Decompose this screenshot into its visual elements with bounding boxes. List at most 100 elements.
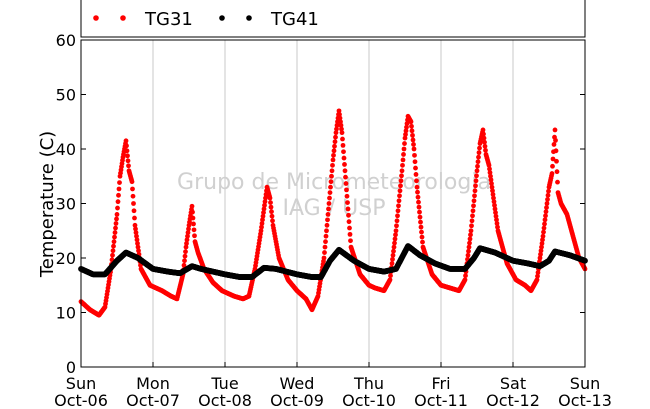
data-point — [338, 122, 344, 128]
data-point — [181, 262, 187, 268]
data-point — [387, 277, 393, 283]
data-point — [418, 224, 424, 230]
data-point — [537, 255, 543, 261]
data-point — [402, 141, 407, 146]
data-point — [344, 187, 349, 193]
data-point — [541, 229, 546, 235]
data-point — [259, 221, 265, 226]
data-point — [133, 230, 139, 235]
data-point — [327, 190, 333, 196]
data-point — [535, 273, 540, 279]
data-point — [322, 250, 327, 255]
data-point — [552, 127, 558, 133]
x-tick-label-date: Oct-07 — [126, 391, 180, 409]
data-point — [117, 180, 122, 186]
data-point — [473, 183, 478, 189]
data-point — [492, 206, 498, 212]
data-point — [126, 163, 131, 169]
data-point — [474, 173, 479, 179]
data-point — [414, 178, 419, 184]
legend-marker-tg41 — [246, 15, 252, 21]
data-point — [466, 244, 472, 250]
data-point — [416, 199, 421, 205]
data-point — [114, 216, 119, 222]
data-point — [337, 115, 343, 121]
legend-marker-tg41 — [219, 15, 225, 21]
data-point — [418, 219, 423, 225]
data-point — [325, 217, 330, 223]
data-point — [411, 146, 417, 152]
data-point — [491, 195, 496, 201]
data-point — [124, 148, 130, 154]
data-point — [543, 209, 549, 215]
x-tick-label-date: Oct-13 — [558, 391, 612, 409]
data-point — [261, 206, 267, 212]
data-point — [391, 244, 397, 250]
data-point — [471, 203, 476, 209]
data-point — [262, 199, 268, 205]
data-point — [415, 189, 420, 195]
x-tick-label-date: Oct-11 — [414, 391, 468, 409]
watermark-line-2: IAG / USP — [283, 196, 386, 221]
data-point — [345, 206, 351, 212]
data-point — [400, 157, 406, 163]
data-point — [183, 244, 189, 250]
data-point — [539, 244, 544, 250]
data-point — [540, 237, 545, 243]
data-point — [395, 213, 400, 219]
data-point — [327, 195, 332, 201]
data-point — [325, 212, 331, 217]
data-point — [115, 205, 120, 211]
data-point — [340, 136, 345, 142]
data-point — [332, 143, 337, 149]
data-point — [342, 168, 348, 174]
legend: TG31 TG41 — [80, 0, 586, 38]
data-point — [545, 197, 550, 202]
data-point — [494, 221, 500, 226]
data-point — [482, 143, 488, 149]
data-point — [469, 218, 475, 224]
y-tick-label: 10 — [56, 304, 76, 323]
data-point — [539, 241, 545, 246]
data-point — [486, 162, 492, 168]
data-point — [417, 209, 422, 215]
data-point — [399, 168, 405, 174]
data-point — [347, 225, 352, 231]
data-point — [329, 173, 334, 179]
data-point — [472, 193, 477, 199]
x-tick-label-date: Oct-06 — [54, 391, 108, 409]
legend-entry-tg31: TG31 — [93, 9, 193, 30]
legend-marker-tg31 — [120, 15, 126, 21]
data-point — [330, 157, 336, 163]
y-axis-label: Temperature (C) — [37, 131, 58, 278]
data-point — [114, 212, 120, 217]
x-axis: SunOct-06MonOct-07TueOct-08WedOct-09ThuO… — [54, 362, 612, 409]
data-point — [339, 130, 345, 136]
x-tick-label-date: Oct-12 — [486, 391, 540, 409]
data-point — [466, 248, 471, 254]
data-point — [549, 171, 555, 176]
data-point — [481, 131, 486, 137]
data-point — [131, 201, 136, 206]
legend-frame — [80, 0, 586, 38]
data-point — [410, 132, 415, 138]
data-point — [463, 273, 468, 279]
data-point — [545, 192, 551, 198]
data-point — [413, 172, 419, 177]
data-point — [182, 253, 188, 259]
legend-entry-tg41: TG41 — [219, 9, 319, 30]
data-point — [392, 236, 398, 242]
x-tick-label-day: Wed — [280, 374, 315, 393]
data-point — [475, 163, 480, 169]
data-point — [261, 210, 266, 215]
data-point — [341, 149, 346, 155]
data-point — [334, 126, 339, 132]
data-point — [190, 215, 196, 221]
data-point — [189, 203, 195, 209]
data-point — [339, 126, 344, 132]
series-tg41 — [78, 243, 588, 280]
data-point — [396, 198, 402, 204]
data-point — [268, 200, 273, 205]
data-point — [404, 121, 410, 126]
y-tick-label: 30 — [56, 195, 76, 214]
